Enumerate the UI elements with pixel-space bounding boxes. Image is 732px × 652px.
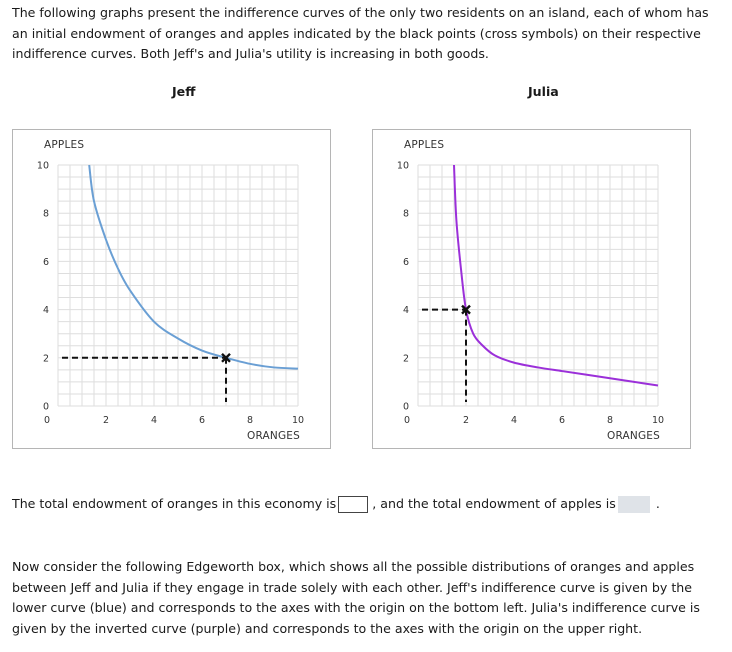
julia-x-tick-label: 8 (607, 415, 613, 426)
julia-x-tick-label: 2 (463, 415, 469, 426)
jeff-endowment-point (221, 352, 231, 363)
jeff-x-tick-label: 4 (151, 415, 157, 426)
jeff-y-tick-label: 8 (43, 209, 49, 220)
julia-y-tick-label: 8 (403, 209, 409, 220)
jeff-x-tick-label: 8 (247, 415, 253, 426)
jeff-x-tick-label: 0 (44, 415, 50, 426)
jeff-y-axis-label: APPLES (44, 139, 84, 151)
apples-endowment-input[interactable] (617, 496, 650, 513)
julia-x-tick-label: 6 (559, 415, 565, 426)
jeff-indifference-chart: APPLES ORANGES 0 2 4 6 8 10 0 2 4 6 8 10 (12, 129, 331, 449)
julia-indifference-curve (453, 164, 659, 387)
julia-indifference-chart: APPLES ORANGES 0 2 4 6 8 10 0 2 4 6 8 10 (372, 129, 691, 449)
julia-x-axis-label: ORANGES (607, 430, 660, 442)
jeff-x-tick-label: 2 (103, 415, 109, 426)
question-prefix: The total endowment of oranges in this e… (12, 496, 337, 511)
jeff-x-tick-label: 6 (199, 415, 205, 426)
julia-x-tick-label: 10 (652, 415, 664, 426)
julia-chart-svg: APPLES ORANGES 0 2 4 6 8 10 0 2 4 6 8 10 (397, 139, 664, 442)
endowment-question: The total endowment of oranges in this e… (12, 494, 660, 514)
jeff-x-axis-label: ORANGES (247, 430, 300, 442)
julia-y-axis-label: APPLES (404, 139, 444, 151)
jeff-indifference-curve (88, 164, 299, 370)
question-middle: , and the total endowment of apples is (372, 496, 616, 511)
jeff-x-tick-label: 10 (292, 415, 304, 426)
julia-y-tick-label: 0 (403, 402, 409, 413)
julia-endowment-point (461, 304, 471, 315)
jeff-y-tick-label: 10 (37, 161, 49, 172)
jeff-y-tick-label: 6 (43, 257, 49, 268)
jeff-y-tick-label: 2 (43, 353, 49, 364)
question-suffix: . (655, 496, 660, 511)
julia-y-tick-label: 2 (403, 353, 409, 364)
jeff-y-tick-label: 4 (43, 305, 49, 316)
julia-x-tick-label: 4 (511, 415, 517, 426)
julia-y-tick-label: 4 (403, 305, 409, 316)
oranges-endowment-input[interactable] (338, 496, 369, 513)
julia-y-tick-label: 10 (397, 161, 409, 172)
jeff-chart-title: Jeff (172, 84, 196, 99)
julia-y-tick-label: 6 (403, 257, 409, 268)
jeff-chart-svg: APPLES ORANGES 0 2 4 6 8 10 0 2 4 6 8 10 (37, 139, 304, 442)
julia-x-tick-label: 0 (404, 415, 410, 426)
edgeworth-paragraph: Now consider the following Edgeworth box… (12, 559, 700, 636)
jeff-y-tick-label: 0 (43, 402, 49, 413)
julia-chart-title: Julia (528, 84, 559, 99)
intro-paragraph: The following graphs present the indiffe… (12, 5, 709, 61)
